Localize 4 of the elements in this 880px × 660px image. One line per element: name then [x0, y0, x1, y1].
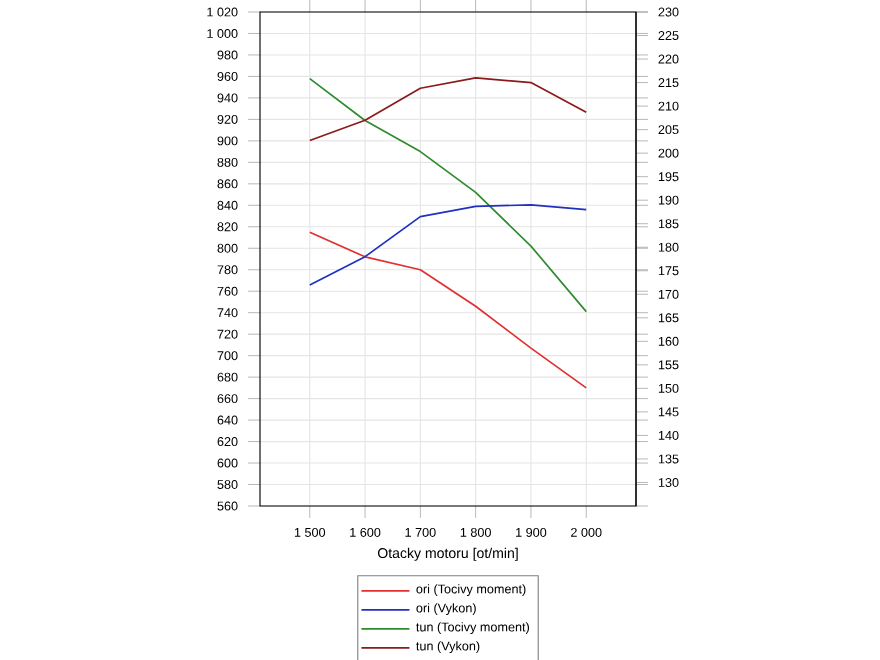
line-series: [308, 77, 588, 142]
line-series: [308, 77, 588, 313]
line-series: [308, 231, 588, 389]
line-series: [308, 204, 588, 286]
